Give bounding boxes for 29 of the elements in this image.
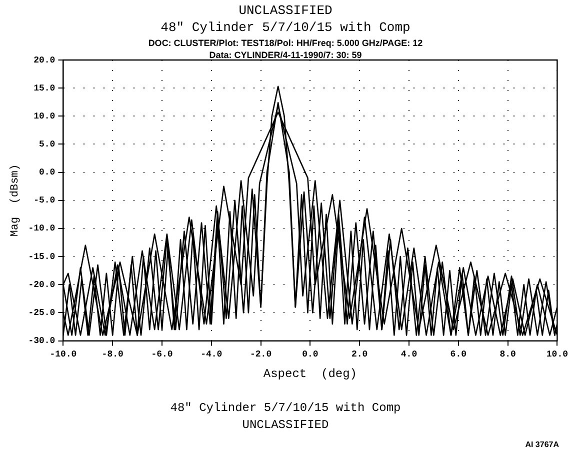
chart-title: 48" Cylinder 5/7/10/15 with Comp [160, 19, 412, 37]
y-tick-label: 15.0 [34, 83, 56, 94]
y-tick-label: -5.0 [34, 196, 56, 206]
y-tick-label: -25.0 [28, 308, 56, 318]
x-tick-label: 0.0 [302, 349, 318, 360]
x-tick-label: -4.0 [200, 349, 222, 360]
x-tick-label: -6.0 [151, 349, 173, 360]
y-tick-label: 20.0 [34, 55, 56, 66]
y-tick-label: -20.0 [28, 280, 56, 290]
y-tick-label: 0.0 [39, 168, 56, 178]
text: AI 3767A [524, 440, 560, 449]
x-tick-label: 10.0 [546, 349, 568, 360]
text: 48" Cylinder 5/7/10/15 with Comp [169, 400, 402, 417]
x-tick-label: 6.0 [450, 349, 466, 360]
y-tick-label: -30.0 [28, 336, 56, 346]
y-tick-label: -15.0 [28, 252, 56, 262]
x-tick-label: 8.0 [500, 349, 516, 360]
x-axis-title: Aspect (deg) [263, 366, 358, 381]
y-tick-label: -10.0 [28, 224, 56, 234]
y-tick-label: 5.0 [39, 140, 56, 150]
x-tick-label: -2.0 [250, 349, 272, 360]
x-tick-label: 4.0 [400, 349, 418, 360]
y-tick-label: 10.0 [34, 111, 56, 122]
y-axis-title: Mag (dBsm) [10, 164, 22, 237]
x-tick-label: 2.0 [352, 349, 368, 360]
x-tick-label: -10.0 [50, 349, 77, 360]
x-tick-label: -8.0 [102, 349, 124, 360]
text: UNCLASSIFIED [241, 417, 330, 434]
text: UNCLASSIFIED [238, 2, 334, 19]
